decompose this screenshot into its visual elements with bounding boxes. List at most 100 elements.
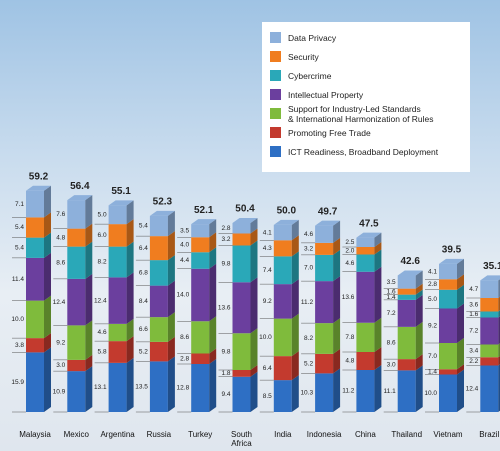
bar-segment xyxy=(356,322,375,352)
bar-segment xyxy=(315,254,334,282)
value-label: 1.6 xyxy=(387,288,396,295)
legend-swatch xyxy=(270,146,281,157)
bar-side xyxy=(44,295,51,339)
value-label: 10.3 xyxy=(300,389,313,396)
bar-segment xyxy=(67,325,86,360)
bar-side xyxy=(209,263,217,322)
bar-side xyxy=(44,252,51,301)
bar-segment xyxy=(232,233,251,246)
value-label: 10.0 xyxy=(11,316,24,323)
bar-segment xyxy=(356,352,375,370)
value-label: 4.0 xyxy=(180,241,189,248)
bar-side xyxy=(457,369,464,412)
bar-segment xyxy=(356,370,375,412)
bar-side xyxy=(374,266,382,323)
value-label: 14.0 xyxy=(177,292,190,299)
total-label: 55.1 xyxy=(111,186,131,197)
bar-segment xyxy=(397,326,416,360)
value-label: 7.0 xyxy=(428,353,437,360)
value-label: 13.6 xyxy=(342,294,355,301)
value-label: 2.2 xyxy=(469,358,478,365)
value-label: 4.1 xyxy=(263,229,272,236)
value-label: 9.2 xyxy=(263,298,272,305)
bar-side xyxy=(374,242,382,255)
bar-top xyxy=(232,218,258,223)
value-label: 4.6 xyxy=(98,329,107,336)
bar-segment xyxy=(149,215,168,237)
bar-segment xyxy=(315,225,334,243)
legend-swatch xyxy=(270,32,281,43)
bar-segment xyxy=(191,224,210,238)
bar-top xyxy=(191,219,217,225)
bar-segment xyxy=(191,252,210,269)
bar-side xyxy=(250,240,258,283)
bar-segment xyxy=(397,288,416,295)
bar-segment xyxy=(108,277,127,324)
bar-side xyxy=(85,354,93,372)
value-label: 2.8 xyxy=(428,281,437,288)
total-label: 49.7 xyxy=(318,206,338,217)
legend-entry: Data Privacy xyxy=(270,28,462,47)
bar-segment xyxy=(480,344,499,358)
bar-segment xyxy=(273,380,292,412)
category-label: Mexico xyxy=(63,430,89,439)
bar-segment xyxy=(191,321,210,354)
legend-label: Intellectual Property xyxy=(288,89,364,100)
bar-segment xyxy=(26,217,44,238)
value-label: 3.8 xyxy=(15,342,24,349)
legend-label: Support for Industry-Led Standards & Int… xyxy=(288,103,434,124)
bar-side xyxy=(415,321,423,360)
value-label: 4.1 xyxy=(428,268,437,275)
category-label: India xyxy=(274,430,292,439)
bar-segment xyxy=(191,353,210,364)
bar-segment xyxy=(67,278,86,326)
value-label: 15.9 xyxy=(11,379,24,386)
legend-entry: Security xyxy=(270,47,462,66)
bar-top xyxy=(149,210,175,216)
bar-segment xyxy=(108,341,127,363)
bar-side xyxy=(167,336,175,362)
bar-side xyxy=(85,273,93,326)
bar-segment xyxy=(108,205,127,225)
legend-label: Promoting Free Trade xyxy=(288,127,371,138)
value-label: 1.6 xyxy=(469,311,478,318)
category-label: China xyxy=(354,430,376,439)
value-label: 8.2 xyxy=(98,259,107,266)
bar-top xyxy=(315,220,341,226)
value-label: 8.6 xyxy=(56,259,65,266)
bar-segment xyxy=(439,263,457,280)
value-label: 2.5 xyxy=(345,239,354,246)
bar-side xyxy=(85,366,93,412)
bar-segment xyxy=(149,285,168,318)
value-label: 10.9 xyxy=(53,388,66,395)
bar-segment xyxy=(439,289,457,309)
legend-swatch xyxy=(270,51,281,62)
bar-segment xyxy=(397,299,416,327)
total-label: 47.5 xyxy=(359,218,379,229)
bar-side xyxy=(209,359,217,412)
legend-swatch xyxy=(270,89,281,100)
bar-segment xyxy=(273,356,292,381)
bar-side xyxy=(291,279,299,319)
category-label: Brazil xyxy=(479,430,500,439)
value-label: 12.4 xyxy=(466,385,479,392)
bar-segment xyxy=(67,359,86,372)
bar-side xyxy=(415,294,423,327)
value-label: 9.8 xyxy=(221,261,230,268)
bar-top xyxy=(439,258,464,264)
bar-segment xyxy=(273,240,292,257)
bar-side xyxy=(457,258,464,280)
value-label: 11.1 xyxy=(384,388,397,395)
bar-side xyxy=(333,318,341,354)
legend-entry: Intellectual Property xyxy=(270,85,462,104)
bar-segment xyxy=(149,361,168,412)
bar-side xyxy=(374,249,382,272)
category-label: Indonesia xyxy=(306,430,342,439)
value-label: 4.4 xyxy=(180,257,189,264)
value-label: 13.6 xyxy=(218,304,231,311)
value-label: 3.0 xyxy=(56,362,65,369)
value-label: 11.2 xyxy=(342,388,355,395)
bar-side xyxy=(333,220,341,243)
bar-segment xyxy=(397,275,416,289)
bar-segment xyxy=(108,224,127,247)
